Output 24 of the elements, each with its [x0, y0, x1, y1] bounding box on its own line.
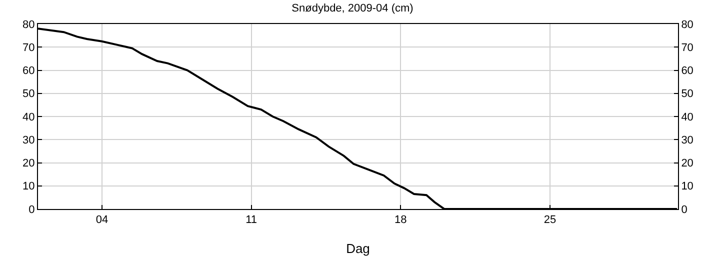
y-tick-label: 40 — [22, 111, 35, 124]
x-tick-label: 04 — [96, 214, 108, 226]
y-tick-label: 80 — [22, 18, 35, 31]
x-tick-label: 18 — [394, 214, 407, 226]
chart-title: Snødybde, 2009-04 (cm) — [292, 2, 414, 15]
y2-tick-label: 20 — [681, 158, 694, 170]
y-tick-label: 70 — [22, 42, 35, 54]
y2-tick-label: 60 — [681, 65, 694, 78]
y2-tick-label: 40 — [681, 111, 694, 124]
y-tick-label: 60 — [22, 65, 35, 78]
y-tick-label: 10 — [22, 180, 35, 193]
y-tick-label: 20 — [22, 158, 35, 170]
y-tick-label: 50 — [22, 88, 35, 100]
y-tick-label: 0 — [28, 204, 35, 216]
x-tick-label: 25 — [544, 214, 556, 226]
x-tick-label: 11 — [246, 214, 258, 226]
y2-tick-label: 30 — [681, 134, 694, 146]
y2-tick-label: 0 — [681, 204, 688, 216]
y2-tick-label: 10 — [681, 180, 694, 193]
x-axis-title: Dag — [346, 240, 370, 256]
y2-tick-label: 50 — [681, 88, 694, 100]
y2-tick-label: 70 — [681, 42, 694, 54]
y-tick-label: 30 — [22, 134, 35, 146]
y2-tick-label: 80 — [681, 18, 694, 31]
